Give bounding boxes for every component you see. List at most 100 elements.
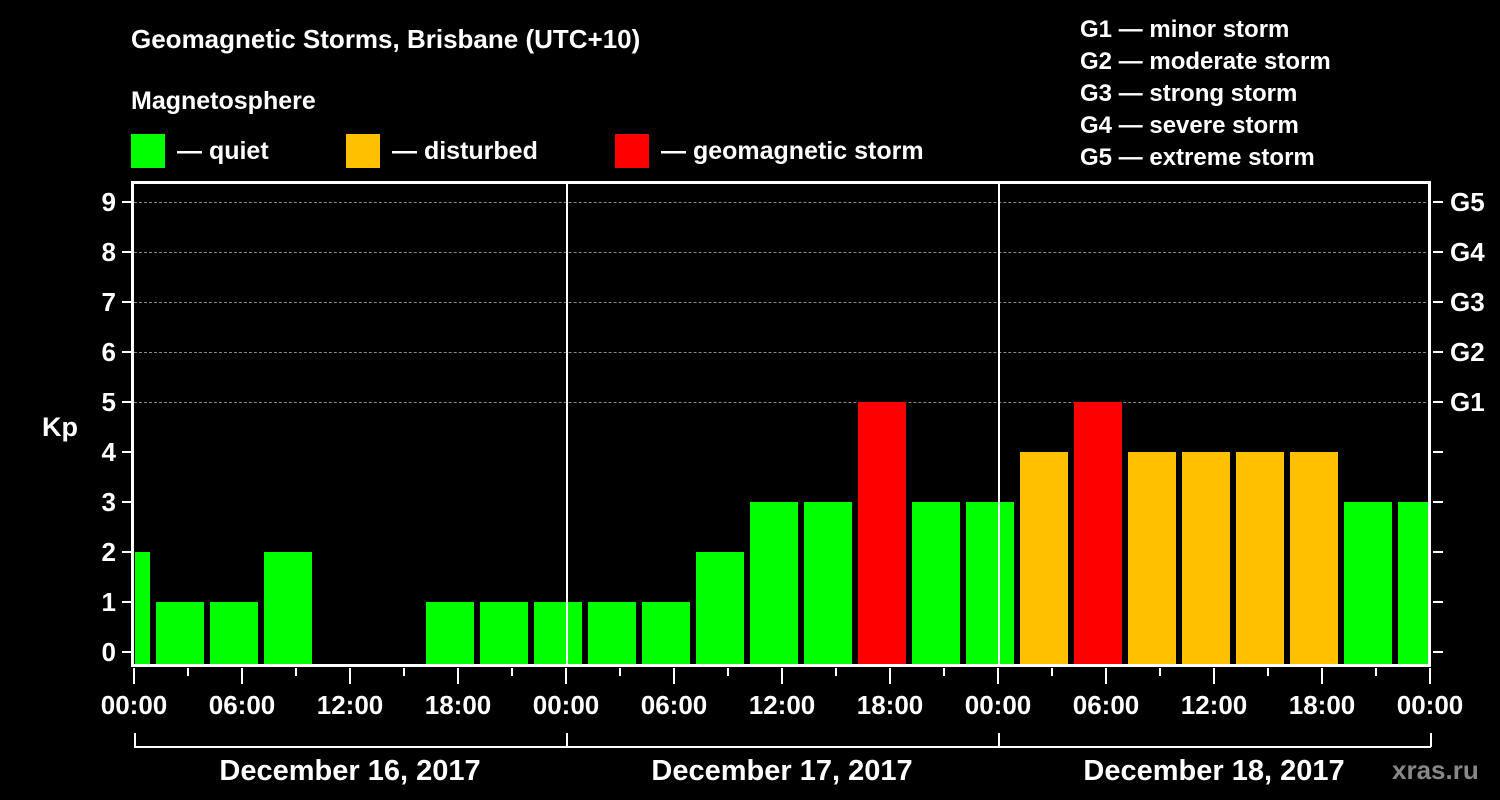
kp-bar: [1398, 502, 1428, 667]
x-minor-tick: [1267, 668, 1269, 676]
x-major-tick: [1321, 668, 1323, 684]
kp-bar: [858, 402, 906, 667]
gridline-6: [134, 352, 1431, 353]
y-tick-label: 8: [101, 237, 116, 267]
x-major-tick: [997, 668, 999, 684]
x-tick-label: 00:00: [964, 690, 1032, 720]
day-label: December 16, 2017: [219, 755, 481, 787]
y-tick: [122, 551, 132, 553]
x-minor-tick: [619, 668, 621, 676]
kp-bar: [210, 602, 258, 667]
g-scale-item: G5 — extreme storm: [1080, 144, 1315, 171]
y-axis-label: Kp: [42, 412, 78, 442]
y-tick: [122, 401, 132, 403]
x-minor-tick: [835, 668, 837, 676]
x-minor-tick: [943, 668, 945, 676]
gridline-9: [134, 202, 1431, 203]
x-tick-label: 00:00: [532, 690, 600, 720]
gridline-8: [134, 252, 1431, 253]
x-major-tick: [133, 668, 135, 684]
g-scale-item: G2 — moderate storm: [1080, 48, 1331, 75]
g-tick: [1433, 651, 1443, 653]
x-minor-tick: [403, 668, 405, 676]
kp-bar: [804, 502, 852, 667]
day-label: December 17, 2017: [651, 755, 913, 787]
day-bracket-tick: [566, 733, 568, 747]
x-tick-label: 06:00: [1072, 690, 1140, 720]
g-tick: [1433, 301, 1443, 303]
kp-bar: [426, 602, 474, 667]
g-tick-label: G1: [1450, 387, 1485, 417]
g-tick: [1433, 201, 1443, 203]
x-tick-label: 12:00: [316, 690, 384, 720]
kp-bar: [1020, 452, 1068, 667]
legend-label: — disturbed: [392, 136, 538, 165]
g-tick-label: G2: [1450, 337, 1485, 367]
x-minor-tick: [1159, 668, 1161, 676]
day-bracket-tick: [1430, 733, 1432, 747]
y-tick-label: 1: [101, 587, 116, 617]
y-tick-label: 7: [101, 287, 116, 317]
legend-swatch-storm: [615, 134, 649, 168]
legend-swatch-disturbed: [346, 134, 380, 168]
g-scale-item: G3 — strong storm: [1080, 80, 1298, 107]
kp-bar: [588, 602, 636, 667]
kp-bar: [156, 602, 204, 667]
y-tick-label: 0: [101, 637, 116, 667]
g-tick: [1433, 601, 1443, 603]
kp-bar: [642, 602, 690, 667]
x-minor-tick: [295, 668, 297, 676]
g-scale-item: G1 — minor storm: [1080, 16, 1290, 43]
y-tick: [122, 451, 132, 453]
x-major-tick: [565, 668, 567, 684]
x-tick-label: 00:00: [1396, 690, 1464, 720]
g-tick: [1433, 351, 1443, 353]
g-tick: [1433, 401, 1443, 403]
x-major-tick: [781, 668, 783, 684]
kp-bar: [966, 502, 1014, 667]
kp-bar: [135, 552, 150, 667]
x-minor-tick: [187, 668, 189, 676]
gridline-7: [134, 302, 1431, 303]
kp-bar: [1236, 452, 1284, 667]
day-divider: [566, 181, 568, 667]
y-tick: [122, 201, 132, 203]
x-tick-label: 00:00: [100, 690, 168, 720]
y-tick: [122, 351, 132, 353]
kp-bar: [1074, 402, 1122, 667]
chart-subtitle: Magnetosphere: [131, 87, 316, 115]
kp-bar: [750, 502, 798, 667]
x-major-tick: [673, 668, 675, 684]
kp-bar: [912, 502, 960, 667]
x-minor-tick: [727, 668, 729, 676]
g-tick-label: G3: [1450, 287, 1485, 317]
x-major-tick: [241, 668, 243, 684]
y-tick-label: 3: [101, 487, 116, 517]
y-tick-label: 4: [101, 437, 116, 467]
x-major-tick: [1105, 668, 1107, 684]
day-label: December 18, 2017: [1083, 755, 1345, 787]
legend-label: — geomagnetic storm: [661, 136, 924, 165]
g-scale-item: G4 — severe storm: [1080, 112, 1299, 139]
y-tick: [122, 601, 132, 603]
y-tick-label: 6: [101, 337, 116, 367]
x-tick-label: 18:00: [856, 690, 924, 720]
kp-bar: [480, 602, 528, 667]
x-major-tick: [349, 668, 351, 684]
legend-storm: — geomagnetic storm: [615, 134, 924, 168]
y-tick: [122, 251, 132, 253]
day-bracket-tick: [998, 733, 1000, 747]
x-tick-label: 18:00: [424, 690, 492, 720]
gridline-5: [134, 402, 1431, 403]
kp-bar: [1182, 452, 1230, 667]
watermark: xras.ru: [1392, 755, 1479, 785]
g-tick-label: G4: [1450, 237, 1485, 267]
legend-quiet: — quiet: [131, 134, 269, 168]
x-tick-label: 12:00: [748, 690, 816, 720]
y-tick: [122, 501, 132, 503]
x-minor-tick: [1051, 668, 1053, 676]
x-major-tick: [1429, 668, 1431, 684]
day-bracket-line: [134, 746, 1431, 748]
day-bracket-tick: [134, 733, 136, 747]
day-divider: [998, 181, 1000, 667]
